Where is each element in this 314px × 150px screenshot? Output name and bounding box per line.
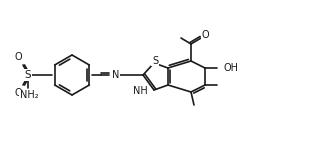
Text: O: O	[14, 88, 22, 98]
Text: S: S	[25, 70, 31, 80]
Text: S: S	[152, 56, 158, 66]
Text: OH: OH	[223, 63, 238, 73]
Text: NH: NH	[133, 86, 148, 96]
Text: N: N	[112, 70, 119, 80]
Text: NH₂: NH₂	[20, 90, 38, 100]
Text: O: O	[201, 30, 209, 40]
Text: O: O	[14, 52, 22, 62]
